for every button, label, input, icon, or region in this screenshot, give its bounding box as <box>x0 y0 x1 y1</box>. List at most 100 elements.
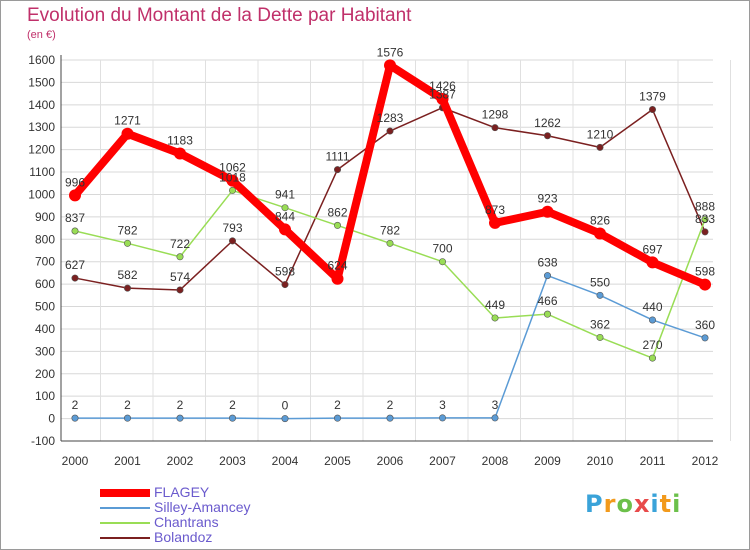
legend-label-chantrans: Chantrans <box>154 514 219 530</box>
data-point <box>279 223 291 236</box>
chart-title: Evolution du Montant de la Dette par Hab… <box>27 5 412 26</box>
data-point <box>701 228 709 236</box>
data-point <box>701 334 709 342</box>
data-label: 270 <box>642 338 662 352</box>
data-label: 2 <box>334 398 341 412</box>
data-label: 826 <box>590 213 610 227</box>
data-point <box>491 314 499 322</box>
data-point <box>124 239 132 247</box>
logo-letter: o <box>616 490 634 518</box>
y-tick-label: 0 <box>48 412 55 426</box>
data-label: 627 <box>65 258 85 272</box>
data-label: 466 <box>537 294 557 308</box>
data-point <box>491 124 499 132</box>
data-label: 837 <box>65 211 85 225</box>
data-point <box>596 143 604 151</box>
data-point <box>648 106 656 114</box>
data-point <box>229 186 237 194</box>
data-point <box>71 414 79 422</box>
data-point <box>646 256 659 269</box>
data-point <box>226 174 239 187</box>
data-point <box>701 216 709 224</box>
y-tick-label: 1400 <box>28 98 55 112</box>
data-label: 782 <box>117 223 137 237</box>
data-point <box>386 127 394 135</box>
y-tick-label: 1500 <box>28 75 55 89</box>
y-tick-label: 900 <box>35 210 55 224</box>
x-tick-label: 2010 <box>587 454 614 468</box>
series-layer <box>69 59 711 423</box>
x-tick-label: 2002 <box>167 454 194 468</box>
data-label: 2 <box>229 398 236 412</box>
y-tick-label: 400 <box>35 322 55 336</box>
data-label: 1062 <box>219 161 246 175</box>
x-tick-label: 2001 <box>114 454 141 468</box>
data-point <box>333 221 341 229</box>
data-point <box>596 333 604 341</box>
y-tick-label: 1000 <box>28 187 55 201</box>
data-point <box>541 205 554 218</box>
data-label: 697 <box>642 242 662 256</box>
data-label: 1018 <box>219 170 246 184</box>
y-tick-label: 1300 <box>28 120 55 134</box>
data-label: 1387 <box>429 88 456 102</box>
data-label: 996 <box>65 175 85 189</box>
y-tick-label: 200 <box>35 367 55 381</box>
data-label: 1379 <box>639 90 666 104</box>
data-label: 1183 <box>167 133 193 147</box>
data-point <box>69 189 81 202</box>
data-point <box>331 272 344 285</box>
data-point <box>121 127 134 140</box>
data-label: 941 <box>275 188 295 202</box>
y-tick-label: 300 <box>35 344 55 358</box>
legend-swatch-chantrans <box>100 521 150 524</box>
data-label: 782 <box>380 223 400 237</box>
data-label: 582 <box>117 268 137 282</box>
x-tick-label: 2004 <box>272 454 299 468</box>
data-point <box>489 216 501 229</box>
data-point <box>699 278 711 291</box>
data-point <box>491 414 499 422</box>
logo-letter: P <box>585 490 604 518</box>
y-tick-label: 1200 <box>28 143 55 157</box>
series-line-silley-amancey <box>75 274 706 420</box>
data-label: 362 <box>590 317 610 331</box>
logo-letter: i <box>672 490 682 518</box>
y-tick-label: 1600 <box>28 53 55 67</box>
data-point <box>648 354 656 362</box>
data-label: 598 <box>695 265 715 279</box>
logo-letter: i <box>650 490 660 518</box>
data-label: 598 <box>275 265 295 279</box>
data-point <box>333 414 341 422</box>
logo-letter: x <box>633 490 651 518</box>
x-tick-label: 2006 <box>377 454 404 468</box>
x-tick-label: 2009 <box>534 454 561 468</box>
axes: -100 0 100 200 300 400 500 600 700 800 900 1000 1100… <box>28 53 718 468</box>
logo-letter: r <box>603 490 617 518</box>
data-point <box>648 316 656 324</box>
data-point <box>71 227 79 235</box>
x-tick-label: 2005 <box>324 454 351 468</box>
data-point <box>281 204 289 212</box>
data-point <box>384 59 396 72</box>
data-point <box>124 284 132 292</box>
data-label: 888 <box>695 200 715 214</box>
data-point <box>436 92 449 105</box>
data-point <box>333 166 341 174</box>
x-tick-label: 2007 <box>429 454 456 468</box>
data-label: 550 <box>590 275 610 289</box>
proxiti-logo: Proxiti <box>585 490 681 518</box>
y-tick-label: -100 <box>31 434 55 448</box>
data-label: 449 <box>485 298 505 312</box>
y-tick-label: 100 <box>35 389 55 403</box>
data-label: 1283 <box>377 111 404 125</box>
data-label: 700 <box>432 242 452 256</box>
data-point <box>281 281 289 289</box>
x-tick-label: 2011 <box>640 454 666 468</box>
data-label: 2 <box>124 398 131 412</box>
data-point <box>229 414 237 422</box>
data-label: 862 <box>327 205 347 219</box>
data-label: 3 <box>492 398 499 412</box>
data-point <box>386 239 394 247</box>
data-label: 1426 <box>429 79 456 93</box>
